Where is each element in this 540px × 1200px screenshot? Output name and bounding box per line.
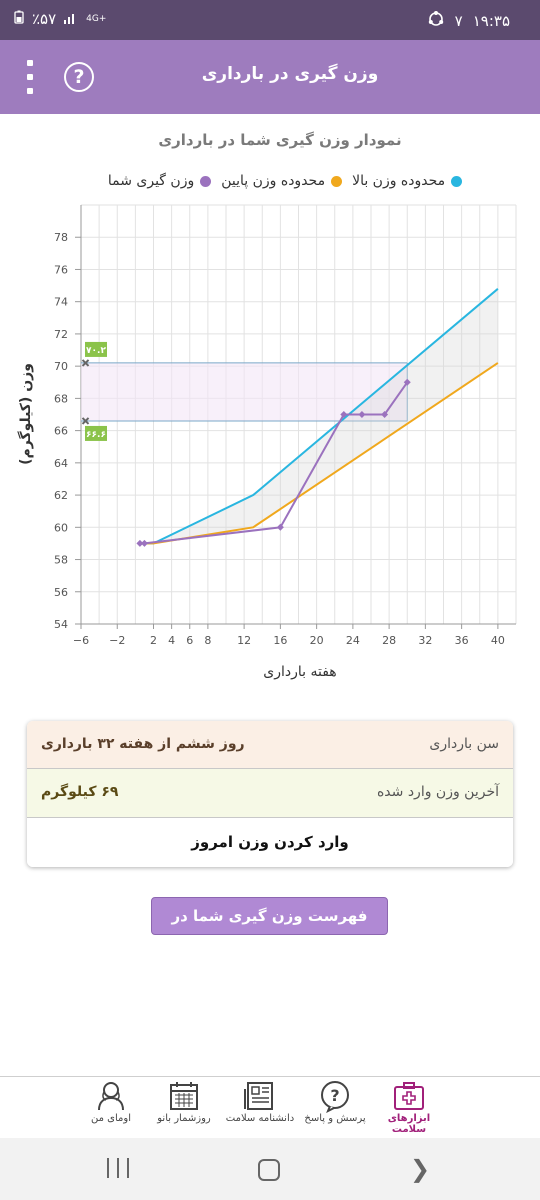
y-tick-label: 56 — [54, 586, 68, 599]
nav-encyclopedia[interactable]: دانشنامه سلامت — [218, 1079, 302, 1124]
last-weight-value: ۶۹ کیلوگرم — [41, 784, 119, 800]
x-tick-label: −6 — [73, 634, 89, 647]
page-title: وزن گیری در بارداری — [201, 64, 379, 84]
status-left: ٪۵۷ 4G+ — [14, 10, 106, 28]
last-weight-label: آخرین وزن وارد شده — [376, 784, 499, 800]
legend-dot-lower — [331, 175, 343, 187]
chart-title: نمودار وزن گیری شما در بارداری — [158, 131, 402, 149]
notification-count: ۷ — [454, 12, 463, 30]
x-tick-label: 6 — [186, 634, 193, 647]
home-button[interactable] — [258, 1159, 280, 1181]
x-tick-label: 28 — [382, 634, 396, 647]
y-tick-label: 62 — [54, 489, 68, 502]
pregnancy-age-label: سن بارداری — [429, 736, 499, 752]
newspaper-icon — [244, 1082, 273, 1110]
x-tick-label: 16 — [273, 634, 287, 647]
reference-marker — [81, 359, 90, 367]
signal-icon — [64, 10, 78, 28]
reference-badge — [85, 425, 107, 441]
x-tick-label: 24 — [346, 634, 360, 647]
status-bar: ٪۵۷ 4G+ ۷ ۱۹:۳۵ — [0, 0, 540, 40]
reference-marker — [81, 417, 90, 425]
recent-apps-button[interactable] — [107, 1158, 129, 1178]
y-tick-label: 54 — [54, 618, 68, 631]
legend-label-yours: وزن گیری شما — [107, 173, 195, 189]
legend-label-lower: محدوده وزن پایین — [221, 173, 326, 189]
x-axis-title: هفته بارداری — [263, 664, 336, 680]
data-point — [358, 411, 366, 418]
x-tick-label: 8 — [204, 634, 211, 647]
legend-dot-upper — [451, 175, 463, 187]
y-tick-label: 74 — [54, 296, 68, 309]
nav-health-tools[interactable]: ابزارهای سلامت — [370, 1079, 448, 1135]
data-point — [381, 411, 389, 418]
y-tick-label: 64 — [54, 457, 68, 470]
x-tick-label: 40 — [491, 634, 505, 647]
legend-item-upper[interactable]: محدوده وزن بالا — [352, 173, 463, 189]
reference-badge — [85, 341, 107, 357]
calendar-icon — [170, 1082, 198, 1110]
system-nav-bar: ❯ — [0, 1138, 540, 1200]
x-tick-label: 20 — [310, 634, 324, 647]
nav-my-uma-label: اومای من — [91, 1113, 131, 1124]
reference-badge-label: ۷۰.۲ — [86, 346, 106, 356]
app-bar: ? وزن گیری در بارداری — [0, 40, 540, 114]
legend-dot-yours — [200, 175, 212, 187]
y-tick-label: 66 — [54, 425, 68, 438]
help-icon[interactable]: ? — [64, 62, 94, 92]
sync-icon — [427, 10, 445, 32]
nav-qa-label: پرسش و پاسخ — [304, 1113, 366, 1124]
y-axis-title: وزن (کیلوگرم) — [17, 363, 34, 465]
nav-calendar[interactable]: روزشمار بانو — [150, 1079, 218, 1124]
clock: ۱۹:۳۵ — [472, 12, 510, 30]
y-tick-label: 68 — [54, 392, 68, 405]
y-tick-label: 58 — [54, 554, 68, 567]
y-tick-label: 76 — [54, 263, 68, 276]
x-tick-label: −2 — [109, 634, 125, 647]
nav-my-uma[interactable]: اومای من — [80, 1079, 142, 1124]
reference-badge-label: ۶۶.۶ — [86, 430, 106, 440]
pregnancy-age-value: روز ششم از هفته ۳۲ بارداری — [41, 736, 245, 752]
y-tick-label: 78 — [54, 231, 68, 244]
x-tick-label: 12 — [237, 634, 251, 647]
more-menu-icon[interactable] — [20, 60, 40, 94]
battery-icon — [14, 10, 24, 28]
data-point — [136, 539, 144, 547]
bottom-nav: ابزارهای سلامت ? پرسش و پاسخ دانشنامه سل… — [0, 1076, 540, 1139]
enter-weight-button[interactable]: وارد کردن وزن امروز — [27, 818, 513, 867]
legend-item-lower[interactable]: محدوده وزن پایین — [221, 173, 343, 189]
battery-level: ٪۵۷ — [32, 10, 57, 28]
back-button[interactable]: ❯ — [410, 1155, 431, 1183]
nav-calendar-label: روزشمار بانو — [157, 1113, 211, 1124]
x-tick-label: 36 — [455, 634, 469, 647]
summary-card: سن بارداری روز ششم از هفته ۳۲ بارداری آخ… — [27, 721, 513, 867]
nav-qa[interactable]: ? پرسش و پاسخ — [302, 1079, 368, 1124]
nav-health-tools-label: ابزارهای سلامت — [387, 1113, 431, 1135]
network-type: 4G+ — [86, 13, 107, 24]
data-point — [140, 539, 148, 547]
pregnancy-age-row: سن بارداری روز ششم از هفته ۳۲ بارداری — [27, 721, 513, 769]
data-point — [340, 411, 348, 418]
legend-item-yours[interactable]: وزن گیری شما — [107, 173, 212, 189]
y-tick-label: 60 — [54, 521, 68, 534]
nav-encyclopedia-label: دانشنامه سلامت — [225, 1113, 295, 1124]
chart-legend: محدوده وزن بالا محدوده وزن پایین وزن گیر… — [0, 173, 540, 189]
weight-list-button[interactable]: فهرست وزن گیری شما در بارداری — [151, 897, 388, 962]
question-bubble-icon: ? — [321, 1081, 349, 1113]
x-tick-label: 4 — [168, 634, 175, 647]
svg-text:?: ? — [330, 1086, 339, 1105]
data-point — [276, 523, 284, 531]
last-weight-row: آخرین وزن وارد شده ۶۹ کیلوگرم — [27, 769, 513, 818]
y-tick-label: 72 — [54, 328, 68, 341]
first-aid-kit-icon — [394, 1082, 424, 1110]
data-point — [403, 378, 411, 386]
y-tick-label: 70 — [54, 360, 68, 373]
profile-icon — [98, 1082, 124, 1111]
status-right: ۷ ۱۹:۳۵ — [427, 10, 510, 32]
x-tick-label: 32 — [418, 634, 432, 647]
legend-label-upper: محدوده وزن بالا — [352, 173, 446, 189]
x-tick-label: 2 — [150, 634, 157, 647]
